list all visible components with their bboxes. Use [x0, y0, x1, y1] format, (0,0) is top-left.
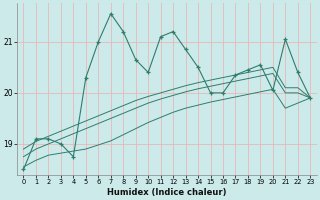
X-axis label: Humidex (Indice chaleur): Humidex (Indice chaleur): [107, 188, 227, 197]
